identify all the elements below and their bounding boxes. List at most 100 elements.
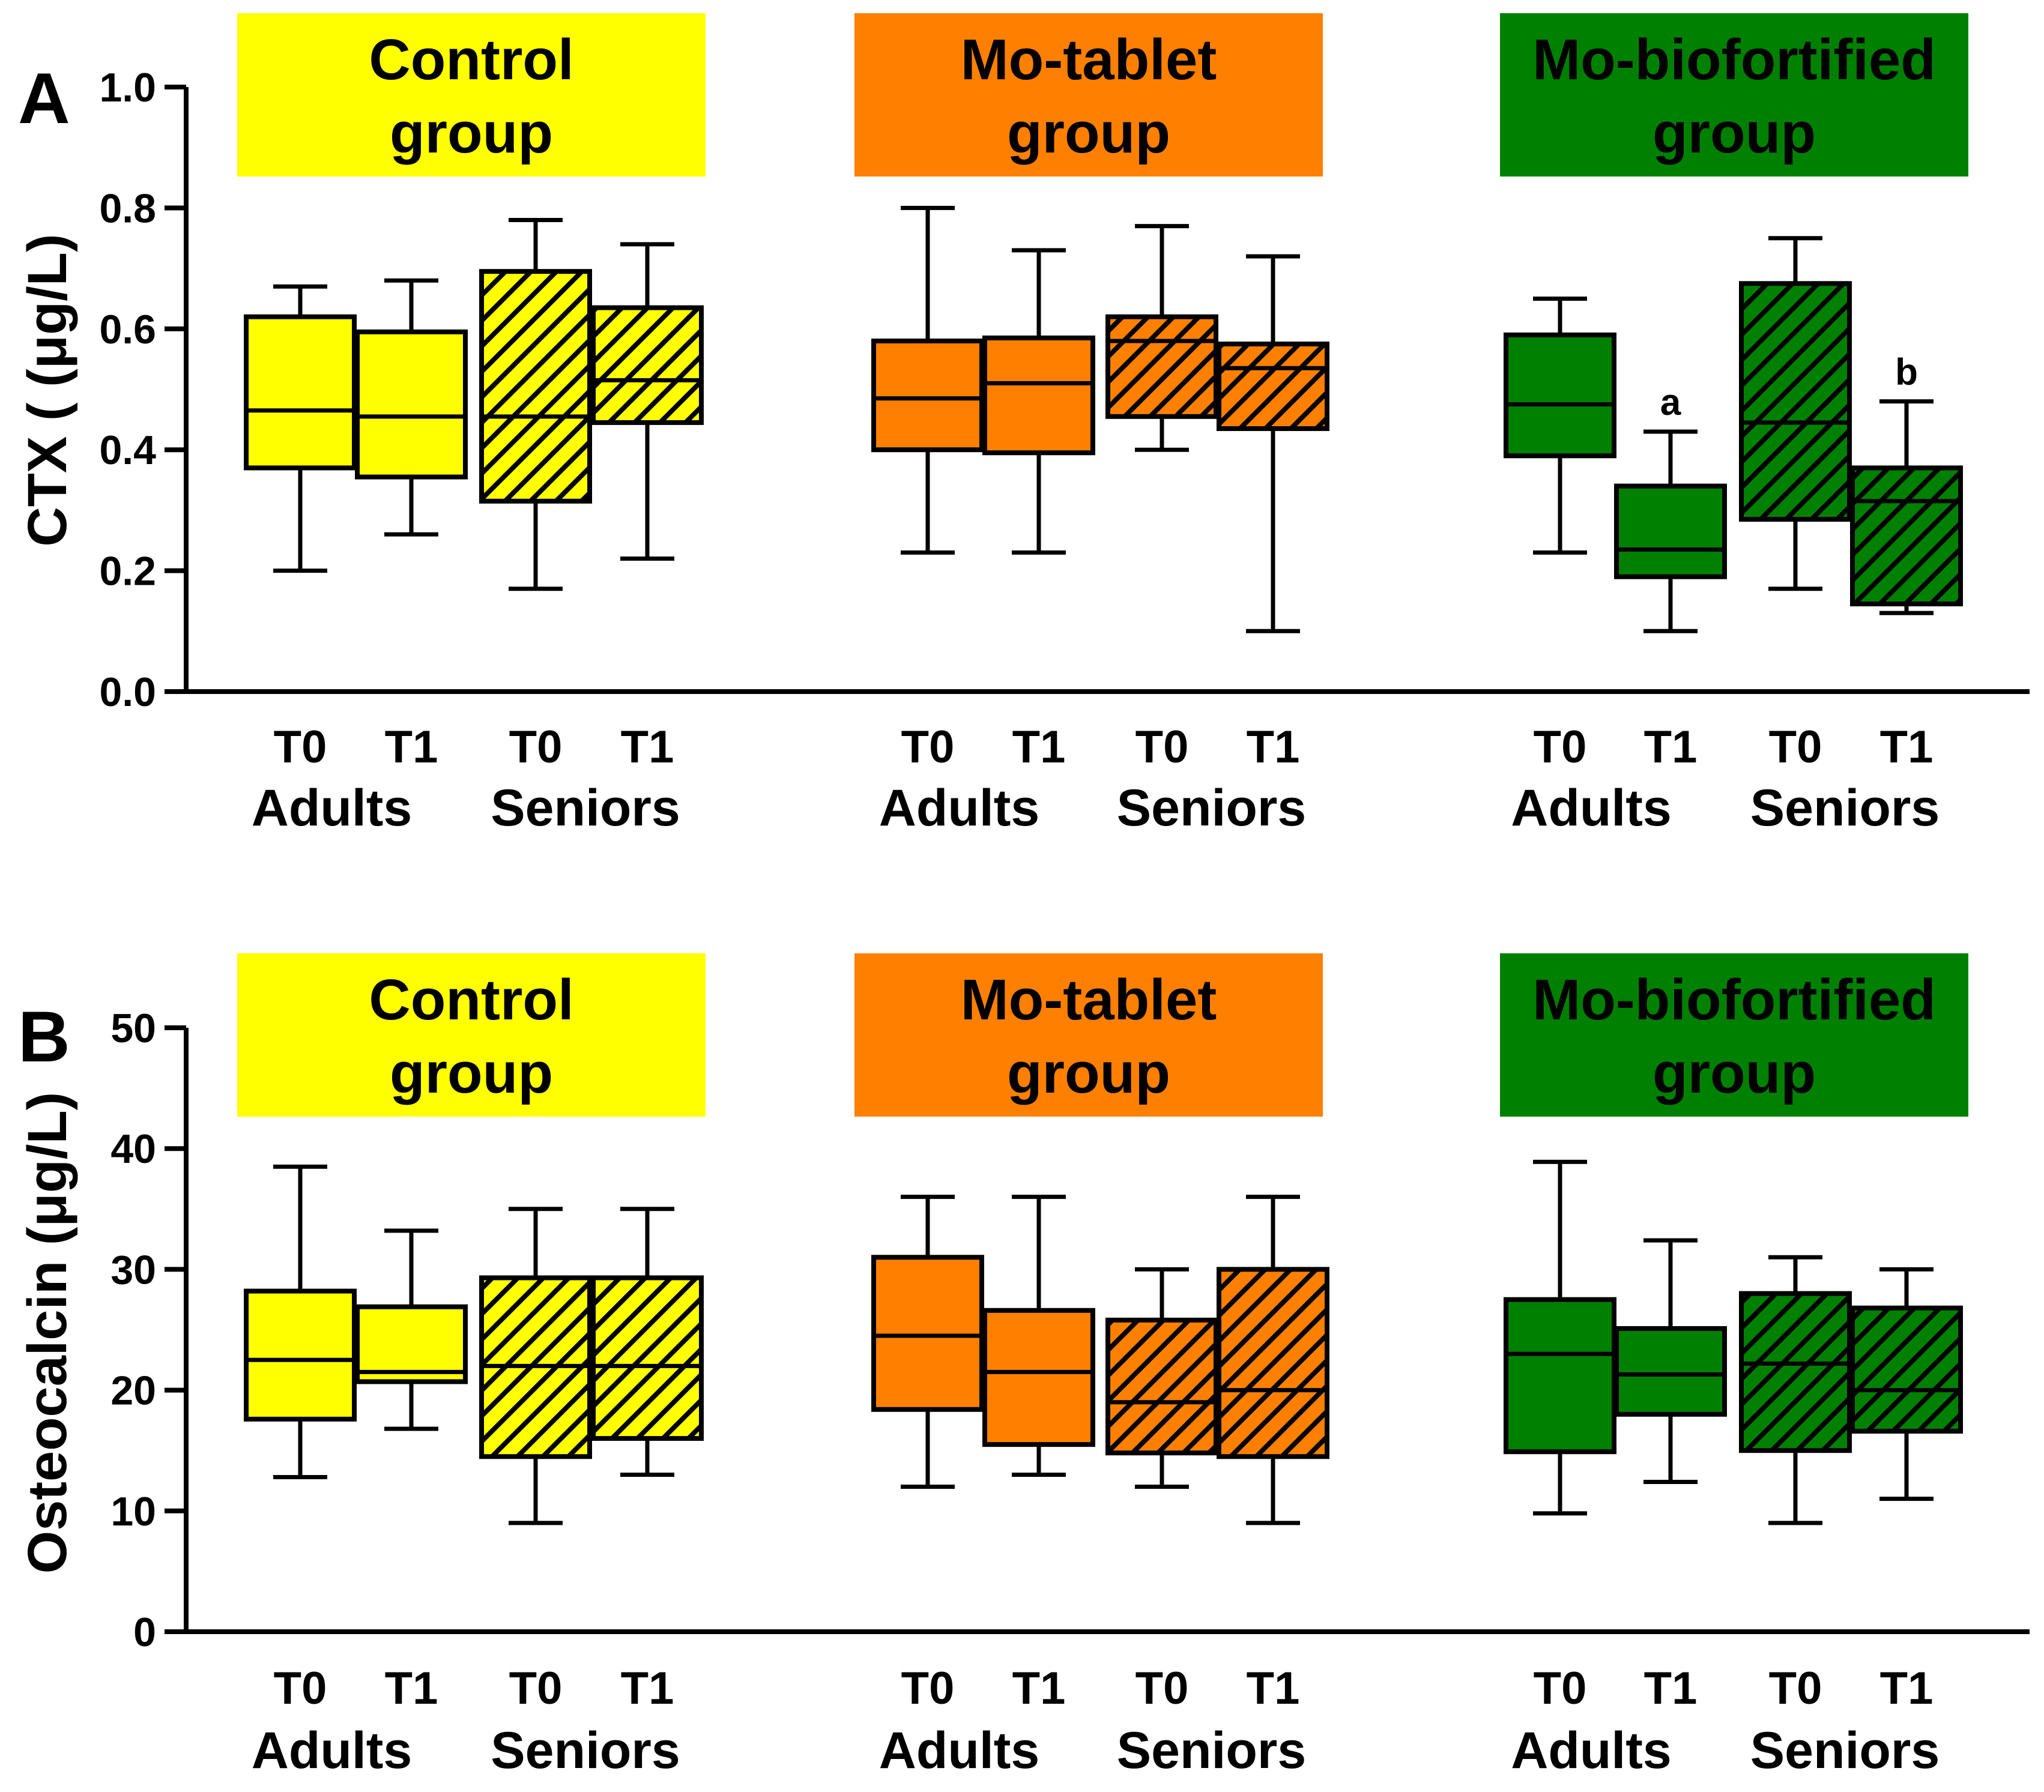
- significance-annotation: a: [1660, 382, 1681, 423]
- group-title-line2: group: [1007, 101, 1170, 165]
- box-adults-t0: [244, 284, 357, 573]
- subgroup-label: Seniors: [1750, 1722, 1940, 1779]
- group-title-line2: group: [1652, 1041, 1816, 1105]
- iqr-box: [244, 314, 357, 471]
- iqr-box: [871, 1255, 984, 1412]
- y-tick-label: 0: [133, 1609, 156, 1655]
- box-seniors-t0: [1739, 236, 1852, 591]
- x-tick-label: T1: [621, 1663, 674, 1714]
- group-title-box: [237, 13, 706, 176]
- group-title-line2: group: [390, 101, 553, 165]
- y-tick-label: 0.8: [99, 186, 156, 231]
- group-title-line2: group: [1652, 101, 1816, 165]
- iqr-box: [1217, 341, 1329, 431]
- group-title-line1: Mo-tablet: [961, 968, 1217, 1032]
- x-tick-label: T1: [1880, 1663, 1934, 1714]
- x-tick-label: T1: [621, 722, 674, 773]
- box-adults-t0: [1504, 296, 1616, 555]
- x-tick-label: T0: [1135, 1663, 1189, 1714]
- box-seniors-t1: [1217, 1195, 1329, 1525]
- iqr-box: [1504, 1297, 1616, 1455]
- x-tick-label: T0: [509, 1663, 563, 1714]
- group-title-line2: group: [1007, 1041, 1170, 1105]
- box-seniors-t0: [479, 218, 592, 591]
- iqr-box: [355, 1304, 468, 1384]
- iqr-box: [244, 1288, 357, 1422]
- x-tick-label: T1: [385, 722, 438, 773]
- iqr-box: [591, 1275, 704, 1441]
- group-title-box: [1500, 953, 1968, 1117]
- x-tick-label: T1: [385, 1663, 438, 1714]
- y-tick-label: 20: [110, 1368, 156, 1414]
- subgroup-label: Adults: [252, 779, 413, 837]
- box-adults-t0: [871, 1195, 984, 1489]
- x-tick-label: T0: [1769, 1663, 1822, 1714]
- subgroup-label: Adults: [879, 1722, 1040, 1779]
- y-tick-label: 30: [110, 1247, 156, 1293]
- subgroup-label: Seniors: [491, 779, 680, 837]
- box-seniors-t1: [1217, 254, 1329, 633]
- box-seniors-t1: [1850, 1267, 1963, 1501]
- box-seniors-t0: [1739, 1255, 1852, 1525]
- box-seniors-t0: [1105, 1267, 1218, 1489]
- y-tick-label: 1.0: [99, 65, 156, 110]
- x-tick-label: T1: [1012, 722, 1066, 773]
- x-tick-label: T0: [1534, 1663, 1587, 1714]
- x-tick-label: T0: [509, 722, 563, 773]
- box-seniors-t0: [1105, 224, 1218, 452]
- iqr-box: [1504, 332, 1616, 459]
- iqr-box: [1105, 314, 1218, 419]
- x-tick-label: T1: [1247, 1663, 1300, 1714]
- x-tick-label: T0: [274, 722, 327, 773]
- box-adults-t1: a: [1614, 382, 1727, 633]
- iqr-box: [1105, 1317, 1218, 1456]
- group-title-box: [237, 953, 706, 1117]
- iqr-box: [982, 335, 1095, 456]
- subgroup-label: Adults: [879, 779, 1040, 837]
- iqr-box: [1850, 1305, 1963, 1434]
- group-title-line2: group: [390, 1041, 553, 1105]
- iqr-box: [982, 1308, 1095, 1447]
- iqr-box: [1739, 1291, 1852, 1453]
- iqr-box: [1614, 1326, 1727, 1417]
- box-seniors-t1: [591, 242, 704, 561]
- iqr-box: [1850, 465, 1963, 606]
- y-tick-label: 50: [110, 1006, 156, 1051]
- x-tick-label: T0: [901, 722, 955, 773]
- subgroup-label: Seniors: [1117, 1722, 1306, 1779]
- y-tick-label: 10: [110, 1489, 156, 1534]
- group-title-box: [854, 953, 1323, 1117]
- subgroup-label: Seniors: [1117, 779, 1306, 837]
- x-tick-label: T1: [1644, 1663, 1698, 1714]
- box-adults-t1: [355, 278, 468, 537]
- group-title-box: [1500, 13, 1968, 176]
- x-tick-label: T0: [1135, 722, 1189, 773]
- subgroup-label: Adults: [252, 1722, 413, 1779]
- iqr-box: [1217, 1267, 1329, 1459]
- subgroup-label: Seniors: [491, 1722, 680, 1779]
- iqr-box: [1614, 483, 1727, 579]
- box-adults-t1: [1614, 1238, 1727, 1485]
- subgroup-label: Adults: [1511, 1722, 1672, 1779]
- y-tick-label: 0.0: [99, 669, 156, 715]
- iqr-box: [871, 338, 984, 453]
- y-axis-label: CTX ( (μg/L): [17, 234, 78, 546]
- iqr-box: [479, 269, 592, 504]
- box-seniors-t1: b: [1850, 352, 1963, 615]
- x-tick-label: T1: [1012, 1663, 1066, 1714]
- x-tick-label: T0: [1534, 722, 1587, 773]
- iqr-box: [1739, 281, 1852, 522]
- x-tick-label: T0: [274, 1663, 327, 1714]
- iqr-box: [591, 305, 704, 425]
- y-tick-label: 0.4: [99, 427, 156, 473]
- iqr-box: [355, 329, 468, 480]
- box-adults-t1: [982, 1195, 1095, 1477]
- group-title-line1: Mo-biofortified: [1532, 968, 1936, 1032]
- x-tick-label: T1: [1880, 722, 1934, 773]
- panel-a: A CTX ( (μg/L) 0.0 0.2 0.4 0.6 0.8 1.0 Control gr…: [17, 13, 2030, 837]
- x-tick-label: T0: [901, 1663, 955, 1714]
- x-tick-label: T1: [1644, 722, 1698, 773]
- group-title-line1: Control: [369, 968, 573, 1032]
- box-adults-t1: [982, 248, 1095, 555]
